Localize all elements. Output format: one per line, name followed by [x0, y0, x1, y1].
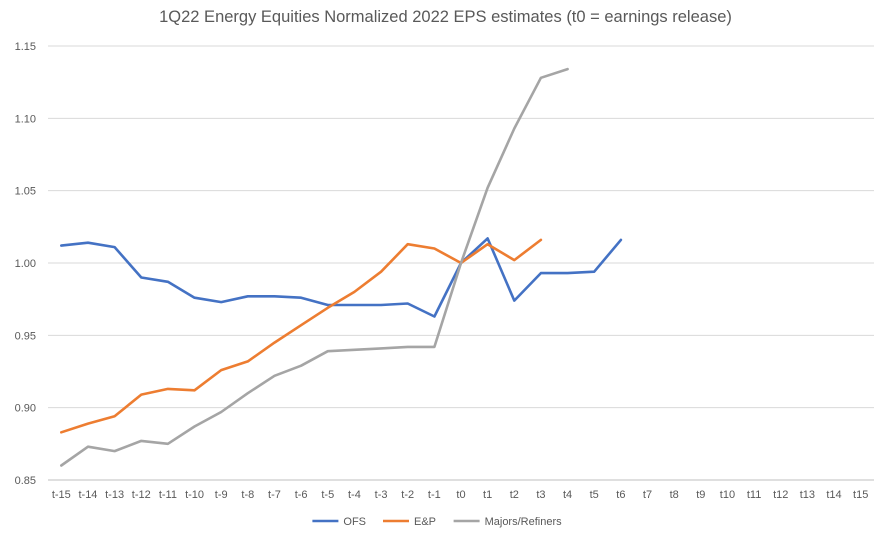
x-tick-label: t-10 [185, 489, 204, 501]
x-tick-label: t-8 [241, 489, 254, 501]
legend: OFS E&P Majors/Refiners [312, 516, 562, 528]
legend-label-majors-refiners: Majors/Refiners [485, 516, 563, 528]
x-tick-label: t-5 [321, 489, 334, 501]
x-tick-label: t-9 [215, 489, 228, 501]
x-tick-label: t-7 [268, 489, 281, 501]
y-tick-label: 0.90 [15, 403, 36, 415]
chart-title: 1Q22 Energy Equities Normalized 2022 EPS… [159, 8, 732, 26]
series-line-majors-refiners [59, 67, 569, 467]
x-tick-label: t4 [563, 489, 572, 501]
y-tick-label: 1.15 [15, 41, 36, 53]
y-tick-label: 1.00 [15, 258, 36, 270]
legend-label-ofs: OFS [343, 516, 366, 528]
x-tick-label: t2 [510, 489, 519, 501]
y-tick-label: 1.10 [15, 113, 36, 125]
x-tick-label: t12 [773, 489, 788, 501]
x-tick-label: t5 [590, 489, 599, 501]
x-tick-label: t-13 [105, 489, 124, 501]
x-tick-label: t15 [853, 489, 868, 501]
x-tick-label: t7 [643, 489, 652, 501]
x-tick-label: t13 [800, 489, 815, 501]
x-tick-label: t1 [483, 489, 492, 501]
x-tick-label: t-2 [401, 489, 414, 501]
x-tick-label: t-12 [132, 489, 151, 501]
y-tick-label: 1.05 [15, 186, 36, 198]
y-tick-label: 0.85 [15, 475, 36, 487]
legend-label-e-p: E&P [414, 516, 436, 528]
series-lines [59, 67, 623, 467]
x-tick-label: t0 [456, 489, 465, 501]
x-tick-label: t-14 [78, 489, 97, 501]
x-tick-label: t-4 [348, 489, 361, 501]
x-tick-label: t6 [616, 489, 625, 501]
x-tick-label: t-11 [159, 489, 177, 501]
x-tick-label: t-1 [428, 489, 441, 501]
x-tick-label: t10 [720, 489, 735, 501]
y-axis-tick-labels: 0.85 0.90 0.95 1.00 1.05 1.10 1.15 [15, 41, 36, 487]
x-tick-label: t3 [536, 489, 545, 501]
x-tick-label: t9 [696, 489, 705, 501]
x-tick-label: t14 [826, 489, 841, 501]
x-tick-label: t11 [747, 489, 761, 501]
series-line-ofs [59, 237, 623, 318]
x-tick-label: t-15 [52, 489, 71, 501]
x-tick-label: t8 [670, 489, 679, 501]
x-tick-label: t-3 [375, 489, 388, 501]
x-tick-label: t-6 [295, 489, 308, 501]
x-axis-tick-labels: t-15 t-14 t-13 t-12 t-11 t-10 t-9 t-8 t-7 t-6 t-5 t… [52, 489, 868, 501]
y-tick-label: 0.95 [15, 330, 36, 342]
